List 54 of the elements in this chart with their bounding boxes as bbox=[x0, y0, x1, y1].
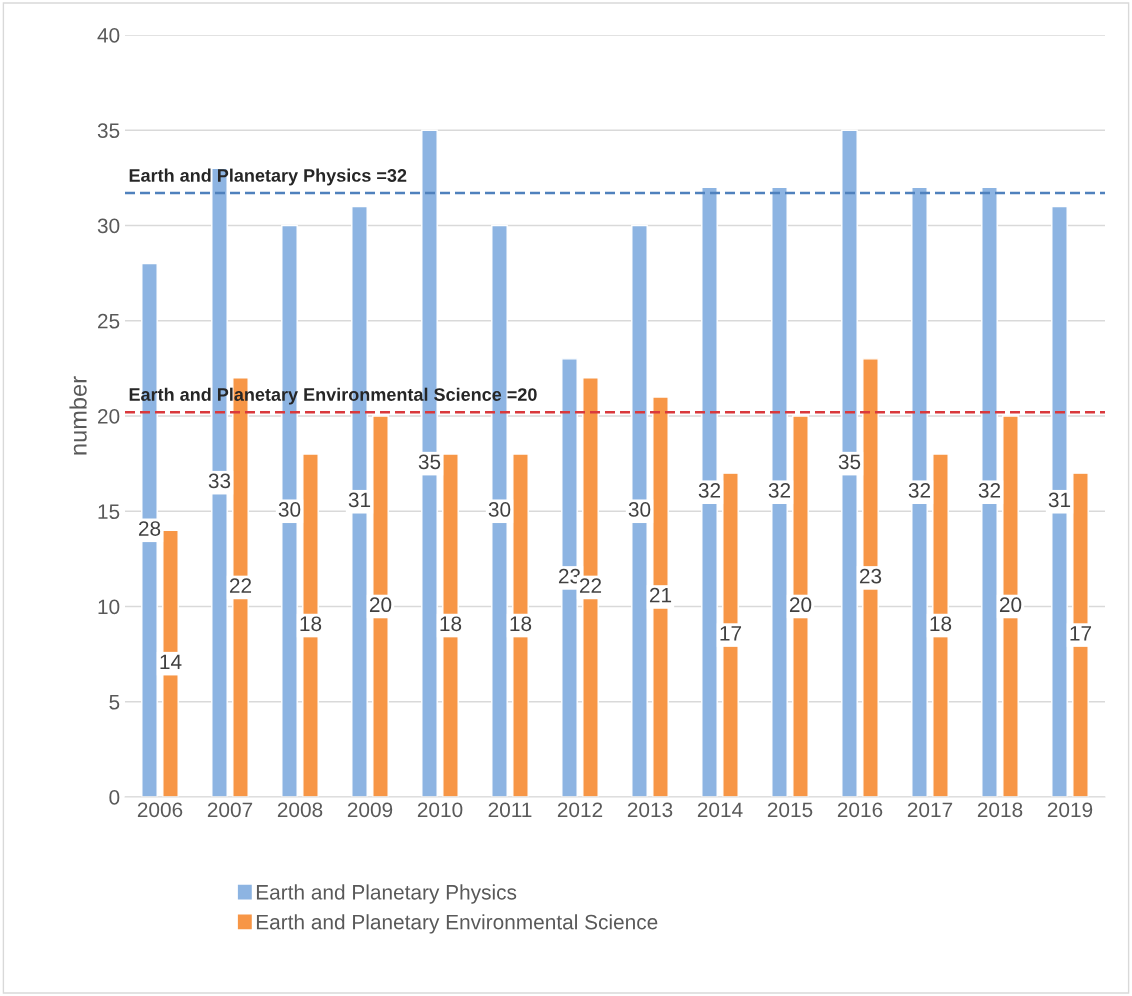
data-label: 22 bbox=[229, 578, 252, 593]
data-label: 33 bbox=[208, 473, 231, 489]
data-label: 32 bbox=[768, 483, 791, 498]
ref-line-label: Earth and Planetary Physics =32 bbox=[129, 168, 407, 186]
legend-label: Earth and Planetary Environmental Science bbox=[256, 914, 658, 934]
x-tick-label: 2015 bbox=[767, 802, 813, 818]
y-tick-label: 40 bbox=[97, 28, 120, 43]
data-label: 21 bbox=[649, 587, 672, 603]
data-label: 18 bbox=[930, 616, 952, 632]
data-label: 31 bbox=[1048, 492, 1071, 508]
data-label: 18 bbox=[440, 616, 462, 632]
data-label: 32 bbox=[698, 483, 721, 498]
y-tick-label: 0 bbox=[109, 790, 120, 805]
data-label: 22 bbox=[579, 578, 602, 593]
x-tick-label: 2016 bbox=[837, 802, 883, 818]
x-tick-label: 2019 bbox=[1047, 802, 1093, 818]
data-label: 30 bbox=[278, 502, 301, 517]
data-label: 32 bbox=[908, 483, 931, 498]
y-tick-label: 10 bbox=[98, 599, 120, 615]
x-tick-label: 2006 bbox=[137, 802, 183, 818]
x-tick-label: 2013 bbox=[627, 802, 673, 818]
data-label: 30 bbox=[488, 502, 511, 517]
data-label: 20 bbox=[999, 597, 1022, 613]
data-label: 35 bbox=[838, 454, 861, 470]
data-label: 35 bbox=[418, 454, 441, 470]
x-tick-label: 2010 bbox=[417, 802, 463, 818]
y-axis-title: number bbox=[69, 376, 87, 455]
x-tick-label: 2008 bbox=[277, 802, 323, 818]
x-tick-label: 2017 bbox=[907, 802, 953, 818]
data-label: 23 bbox=[859, 568, 882, 584]
data-label: 32 bbox=[978, 483, 1001, 498]
x-tick-label: 2009 bbox=[347, 802, 393, 818]
x-tick-label: 2014 bbox=[697, 802, 743, 818]
data-label: 30 bbox=[628, 502, 651, 517]
y-tick-label: 20 bbox=[98, 409, 120, 424]
x-tick-label: 2012 bbox=[557, 802, 603, 818]
data-label: 17 bbox=[720, 626, 742, 641]
data-label: 18 bbox=[510, 616, 532, 632]
x-tick-label: 2018 bbox=[977, 802, 1023, 818]
y-tick-label: 25 bbox=[98, 313, 120, 329]
data-label: 28 bbox=[138, 521, 161, 536]
y-tick-label: 5 bbox=[109, 694, 120, 710]
data-label: 31 bbox=[348, 492, 371, 508]
data-label: 20 bbox=[369, 597, 392, 613]
x-tick-label: 2011 bbox=[488, 802, 532, 818]
data-label: 14 bbox=[160, 654, 182, 670]
legend-label: Earth and Planetary Physics bbox=[256, 884, 517, 904]
y-tick-label: 15 bbox=[98, 504, 120, 519]
data-label: 18 bbox=[300, 616, 322, 632]
y-tick-label: 35 bbox=[97, 123, 120, 138]
data-label: 17 bbox=[1070, 626, 1092, 641]
x-tick-label: 2007 bbox=[207, 802, 253, 818]
y-tick-label: 30 bbox=[97, 218, 120, 234]
data-label: 20 bbox=[789, 597, 812, 613]
